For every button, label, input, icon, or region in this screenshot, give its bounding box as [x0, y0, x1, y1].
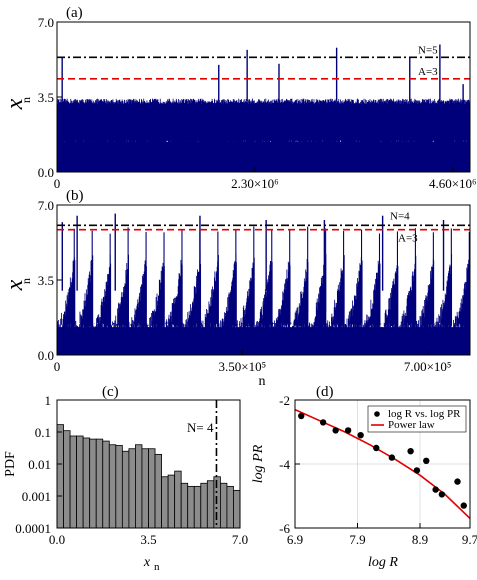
- histogram-bar-25: [219, 482, 228, 529]
- ytick-label: 0.0001: [15, 521, 51, 536]
- y-axis-label-sub: n: [19, 97, 33, 103]
- xtick-label: 0: [54, 176, 61, 191]
- histogram-bar-22: [200, 482, 208, 529]
- histogram-bar-5: [89, 438, 97, 529]
- y-axis-label: x: [2, 279, 28, 291]
- histogram-bar-15: [154, 453, 162, 529]
- ytick-label: 1: [45, 393, 52, 408]
- x-axis-label: x: [143, 555, 151, 570]
- threshold-label-A: A=3: [418, 66, 438, 78]
- ytick-label: 0.0: [38, 348, 54, 363]
- ytick-label: 3.5: [38, 273, 54, 288]
- histogram-bar-2: [69, 435, 78, 529]
- histogram-bar-27: [233, 489, 241, 529]
- legend-box: [367, 405, 467, 433]
- histogram-bar-23: [206, 480, 215, 529]
- signal-trace: [56, 251, 471, 343]
- histogram-bar-14: [148, 448, 156, 529]
- data-point-7: [407, 448, 414, 455]
- data-point-9: [423, 457, 430, 464]
- histogram-bar-9: [115, 445, 123, 529]
- data-point-12: [454, 478, 461, 485]
- histogram-bar-26: [226, 485, 234, 529]
- histogram-bar-13: [141, 448, 149, 529]
- x-axis-label: log R: [368, 555, 398, 570]
- histogram-bar-6: [95, 438, 104, 529]
- ytick-label: -4: [279, 457, 290, 472]
- xtick-label: 3.5: [140, 532, 156, 547]
- ytick-label: 0.0: [38, 165, 54, 180]
- ytick-label: 7.0: [38, 198, 54, 213]
- legend-label-points: log R vs. log PR: [388, 408, 461, 420]
- panel-label-c: (c): [102, 384, 119, 400]
- histogram-bar-8: [108, 444, 117, 529]
- histogram-bar-11: [128, 448, 136, 529]
- data-point-4: [357, 432, 364, 439]
- x-axis-label: n: [259, 374, 266, 389]
- panel-c: N= 4 0.0001 0.001 0.01 0.1 1 0.0 3.5 7.0 PDF x n (c): [3, 384, 248, 573]
- panel-label-d: (d): [316, 384, 334, 400]
- y-axis-label: log PR: [251, 444, 266, 483]
- xtick-label: 0: [54, 359, 61, 374]
- histogram-bar-17: [167, 474, 176, 529]
- data-point-10: [432, 486, 439, 493]
- data-point-5: [373, 444, 380, 452]
- xtick-label: 6.9: [287, 532, 303, 547]
- xtick-label: 4.60×10⁶: [429, 176, 477, 191]
- y-axis-label: PDF: [3, 451, 18, 477]
- histogram-bar-18: [174, 470, 182, 529]
- data-point-2: [332, 427, 339, 434]
- ytick-label: -2: [279, 393, 290, 408]
- data-point-11: [438, 491, 446, 498]
- ytick-label: 0.01: [28, 457, 51, 472]
- threshold-label: N= 4: [187, 420, 214, 435]
- histogram-bar-12: [135, 444, 143, 529]
- histogram-bar-1: [63, 430, 71, 529]
- histogram-bar-20: [187, 485, 195, 529]
- ytick-label: 7.0: [38, 15, 54, 30]
- threshold-label-A: A=3: [398, 233, 418, 245]
- data-point-8: [413, 467, 421, 474]
- data-point-13: [460, 502, 467, 509]
- xtick-label: 7.00×10⁵: [404, 359, 452, 374]
- y-axis-label-sub: n: [19, 278, 33, 284]
- threshold-label-N: N=4: [390, 210, 410, 222]
- data-point-6: [388, 454, 396, 461]
- xtick-label: 2.30×10⁶: [231, 176, 279, 191]
- histogram-bar-7: [102, 440, 110, 529]
- histogram-bar-0: [56, 424, 64, 529]
- ytick-label: 0.001: [22, 489, 51, 504]
- x-axis-label-sub: n: [154, 561, 160, 573]
- xtick-label: 7.0: [232, 532, 248, 547]
- histogram-bar-16: [161, 476, 169, 529]
- xtick-label: 7.9: [349, 532, 365, 547]
- legend-label-line: Power law: [388, 419, 435, 431]
- histogram-bar-3: [76, 435, 84, 529]
- xtick-label: 8.9: [412, 532, 428, 547]
- xtick-label: 9.7: [462, 532, 477, 547]
- data-point-3: [344, 427, 352, 434]
- histogram-bar-21: [193, 485, 202, 529]
- xtick-label: 0.0: [49, 532, 65, 547]
- histogram-bar-10: [121, 450, 130, 529]
- ytick-label: 3.5: [38, 90, 54, 105]
- histogram-bar-4: [82, 437, 91, 529]
- histogram-bar-19: [180, 482, 189, 529]
- data-point-0: [298, 412, 305, 420]
- xtick-label: 3.50×10⁵: [219, 359, 267, 374]
- data-point-1: [319, 419, 327, 426]
- y-axis-label: x: [2, 98, 28, 110]
- ytick-label: -6: [279, 521, 290, 536]
- threshold-label-N: N=5: [418, 44, 438, 56]
- panel-a: N=5 A=3 0.0 3.5 7.0 0 2.30×10⁶ 4.60×10⁶ xn (a): [2, 5, 477, 191]
- ytick-label: 0.1: [35, 425, 51, 440]
- panel-label-a: (a): [66, 5, 83, 21]
- legend-marker-points: [374, 411, 380, 417]
- panel-label-b: (b): [66, 188, 84, 204]
